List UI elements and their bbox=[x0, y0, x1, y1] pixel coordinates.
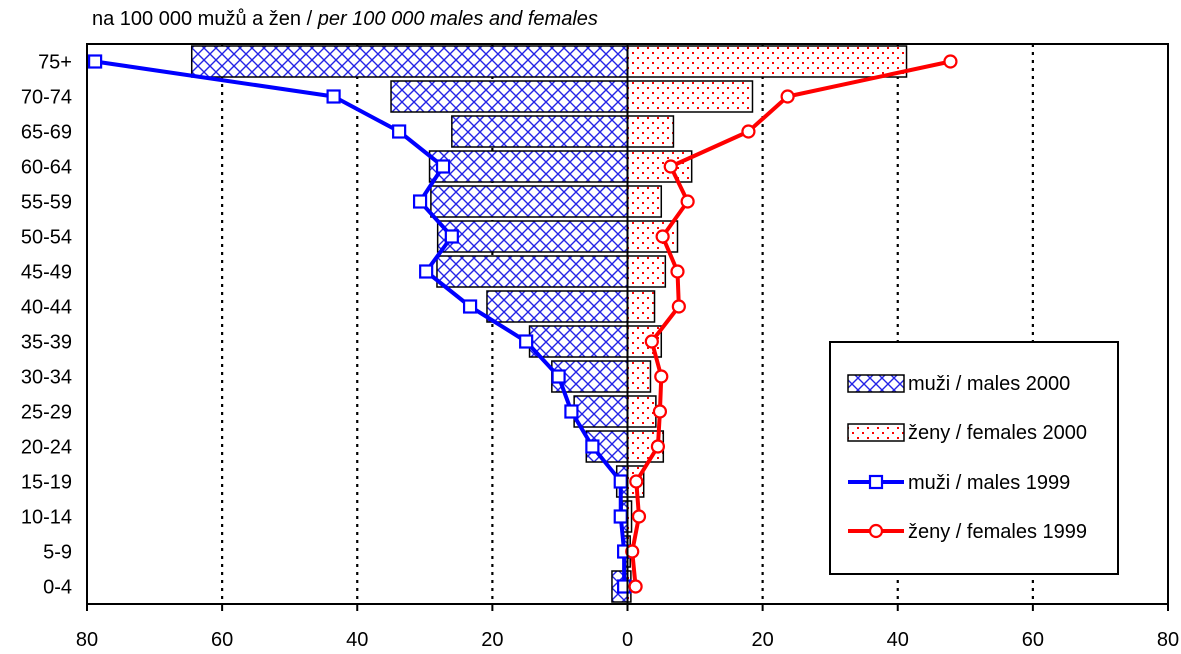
x-tick-label: 60 bbox=[211, 629, 233, 651]
marker-males-1999 bbox=[412, 194, 428, 209]
y-tick-label: 60-64 bbox=[21, 157, 72, 179]
marker-females-1999 bbox=[943, 54, 958, 69]
legend-marker bbox=[868, 523, 884, 539]
bar-females-2000 bbox=[626, 360, 652, 393]
bar-females-2000 bbox=[626, 115, 675, 148]
marker-males-1999 bbox=[551, 369, 566, 384]
y-tick-label: 25-29 bbox=[21, 402, 72, 424]
y-tick-label: 0-4 bbox=[43, 577, 72, 599]
marker-females-1999 bbox=[663, 159, 678, 174]
x-tick-label: 60 bbox=[1022, 629, 1044, 651]
legend-label: muži / males 2000 bbox=[908, 373, 1070, 395]
y-tick-label: 10-14 bbox=[21, 507, 72, 529]
marker-females-1999 bbox=[671, 299, 686, 314]
marker-males-1999 bbox=[88, 54, 103, 69]
bar-females-2000 bbox=[626, 80, 754, 113]
marker-females-1999 bbox=[670, 264, 685, 279]
marker-males-1999 bbox=[444, 229, 459, 244]
bar-females-2000 bbox=[626, 255, 667, 288]
x-tick-label: 0 bbox=[622, 629, 633, 651]
marker-females-1999 bbox=[650, 439, 666, 454]
legend-label: muži / males 1999 bbox=[908, 472, 1070, 494]
line-males-1999 bbox=[94, 59, 627, 587]
bar-females-2000 bbox=[626, 150, 693, 183]
marker-females-1999 bbox=[655, 229, 670, 244]
bar-males-2000 bbox=[451, 115, 629, 148]
bar-males-2000 bbox=[428, 150, 629, 183]
bar-males-2000 bbox=[573, 395, 629, 428]
legend-swatch bbox=[847, 423, 905, 442]
bar-females-2000 bbox=[626, 185, 663, 218]
marker-females-1999 bbox=[628, 579, 643, 594]
chart-title-italic: per 100 000 males and females bbox=[317, 8, 598, 30]
y-tick-label: 45-49 bbox=[21, 262, 72, 284]
chart-title-main: na 100 000 mužů a žen / bbox=[92, 8, 313, 30]
marker-males-1999 bbox=[613, 509, 628, 524]
marker-males-1999 bbox=[564, 404, 579, 419]
y-tick-label: 5-9 bbox=[43, 542, 72, 564]
marker-males-1999 bbox=[392, 124, 407, 139]
marker-females-1999 bbox=[625, 544, 640, 559]
marker-females-1999 bbox=[644, 334, 659, 349]
x-tick-label: 80 bbox=[76, 629, 98, 651]
marker-males-1999 bbox=[435, 159, 451, 174]
line-females-1999 bbox=[630, 59, 951, 587]
y-tick-label: 70-74 bbox=[21, 87, 72, 109]
bar-males-2000 bbox=[390, 80, 629, 113]
bar-females-2000 bbox=[626, 45, 908, 78]
y-tick-label: 20-24 bbox=[21, 437, 72, 459]
marker-males-1999 bbox=[613, 474, 628, 489]
marker-males-1999 bbox=[462, 299, 478, 314]
marker-females-1999 bbox=[652, 404, 668, 419]
x-tick-label: 40 bbox=[346, 629, 368, 651]
marker-females-1999 bbox=[629, 474, 644, 489]
x-tick-label: 20 bbox=[481, 629, 503, 651]
legend-label: ženy / females 1999 bbox=[908, 521, 1087, 543]
marker-females-1999 bbox=[631, 509, 647, 524]
bar-males-2000 bbox=[190, 45, 629, 78]
x-tick-label: 20 bbox=[752, 629, 774, 651]
marker-males-1999 bbox=[419, 264, 434, 279]
y-tick-label: 50-54 bbox=[21, 227, 72, 249]
bar-males-2000 bbox=[436, 220, 629, 253]
y-tick-label: 40-44 bbox=[21, 297, 72, 319]
marker-males-1999 bbox=[519, 334, 534, 349]
y-tick-label: 75+ bbox=[38, 52, 72, 74]
marker-males-1999 bbox=[326, 89, 341, 104]
bar-males-2000 bbox=[528, 325, 629, 358]
marker-females-1999 bbox=[741, 124, 756, 139]
marker-females-1999 bbox=[780, 89, 795, 104]
y-tick-label: 15-19 bbox=[21, 472, 72, 494]
legend-label: ženy / females 2000 bbox=[908, 422, 1087, 444]
bar-males-2000 bbox=[436, 255, 629, 288]
legend-swatch bbox=[847, 374, 905, 393]
y-tick-label: 65-69 bbox=[21, 122, 72, 144]
x-tick-label: 40 bbox=[887, 629, 909, 651]
bar-males-2000 bbox=[430, 185, 629, 218]
legend-marker bbox=[868, 474, 884, 490]
y-tick-label: 30-34 bbox=[21, 367, 72, 389]
marker-males-1999 bbox=[585, 439, 600, 454]
marker-females-1999 bbox=[680, 194, 695, 209]
bar-females-2000 bbox=[626, 290, 656, 323]
y-tick-label: 55-59 bbox=[21, 192, 72, 214]
bar-males-2000 bbox=[486, 290, 629, 323]
x-tick-label: 80 bbox=[1157, 629, 1179, 651]
marker-females-1999 bbox=[654, 369, 669, 384]
bar-females-2000 bbox=[626, 395, 657, 428]
y-tick-label: 35-39 bbox=[21, 332, 72, 354]
chart-title: na 100 000 mužů a žen / per 100 000 male… bbox=[92, 8, 598, 31]
